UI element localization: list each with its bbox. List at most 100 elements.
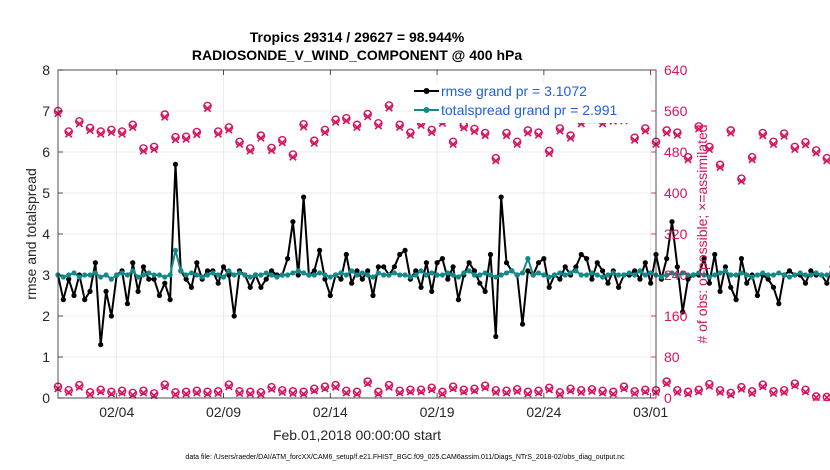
rmse-point <box>317 247 323 253</box>
obs-count-low-assimilated-marker <box>534 389 543 397</box>
totalspread-point <box>669 270 675 276</box>
obs-count-assimilated-marker <box>524 129 532 137</box>
totalspread-point <box>188 270 195 276</box>
obs-count-assimilated-marker <box>363 112 372 121</box>
obs-count-low-assimilated-marker <box>759 382 767 391</box>
rmse-point <box>92 260 98 266</box>
rmse-point <box>786 268 793 274</box>
totalspread-point <box>60 274 66 280</box>
y-axis-label-left: rmse and totalspread <box>23 168 39 300</box>
rmse-point <box>98 342 104 348</box>
x-tick-label: 02/09 <box>206 404 241 420</box>
totalspread-point <box>365 272 371 278</box>
rmse-point <box>263 276 269 282</box>
obs-count-low-assimilated-marker <box>64 388 73 397</box>
rmse-point <box>717 288 723 294</box>
obs-count-low-assimilated-marker <box>470 387 479 395</box>
totalspread-point <box>114 272 120 278</box>
rmse-point <box>664 256 670 262</box>
obs-count-low-possible-marker <box>587 384 597 394</box>
obs-count-assimilated-marker <box>321 128 329 137</box>
obs-count-assimilated-marker <box>801 141 810 149</box>
rmse-point <box>231 313 237 319</box>
totalspread-point <box>594 272 600 278</box>
obs-count-low-assimilated-marker <box>481 383 489 392</box>
obs-count-assimilated-marker <box>641 127 650 135</box>
obs-count-low-possible-marker <box>309 384 319 394</box>
obs-count-low-possible-marker <box>117 386 127 396</box>
rmse-point <box>637 276 643 282</box>
totalspread-point <box>776 270 782 276</box>
chart-title-line2: RADIOSONDE_V_WIND_COMPONENT @ 400 hPa <box>192 47 522 63</box>
rmse-point <box>183 276 189 282</box>
rmse-point <box>466 260 472 266</box>
totalspread-point <box>375 270 381 276</box>
x-tick-label: 02/24 <box>526 404 561 420</box>
rmse-point <box>140 264 147 270</box>
rmse-point <box>220 264 227 270</box>
totalspread-point <box>317 270 323 276</box>
obs-count-low-assimilated-marker <box>641 388 650 396</box>
obs-count-assimilated-marker <box>823 156 830 165</box>
y-tick-label-left: 5 <box>42 185 50 201</box>
obs-count-low-possible-marker <box>171 388 180 397</box>
totalspread-point <box>333 272 339 278</box>
totalspread-point <box>733 272 739 278</box>
obs-count-low-possible-marker <box>811 392 821 401</box>
legend: rmse grand pr = 3.1072 totalspread grand… <box>411 83 651 123</box>
obs-count-low-assimilated-marker <box>289 389 297 398</box>
obs-count-low-possible-marker <box>438 387 447 397</box>
totalspread-point <box>530 272 536 278</box>
y-tick-label-right: 0 <box>664 390 672 406</box>
totalspread-point <box>66 272 72 278</box>
rmse-point <box>493 333 499 340</box>
obs-count-low-possible-marker <box>566 384 575 394</box>
obs-count-low-assimilated-marker <box>235 389 244 398</box>
totalspread-point <box>626 270 632 276</box>
totalspread-point <box>445 270 451 276</box>
obs-count-assimilated-marker <box>385 104 393 112</box>
rmse-point <box>247 284 253 290</box>
obs-count-assimilated-marker <box>759 131 767 140</box>
rmse-point <box>701 256 707 262</box>
obs-count-low-assimilated-marker <box>342 389 351 397</box>
obs-count-low-possible-marker <box>245 387 255 397</box>
totalspread-point <box>386 272 392 278</box>
obs-count-low-possible-marker <box>320 382 330 392</box>
obs-count-low-possible-marker <box>406 385 415 395</box>
rmse-point <box>669 219 675 225</box>
obs-count-low-assimilated-marker <box>374 390 383 398</box>
totalspread-point <box>135 274 141 280</box>
totalspread-point <box>194 272 200 278</box>
totalspread-point <box>301 270 307 276</box>
rmse-point <box>765 276 771 282</box>
rmse-point <box>589 276 595 282</box>
rmse-point <box>808 268 814 274</box>
rmse-point <box>413 268 419 274</box>
obs-count-low-assimilated-marker <box>673 388 682 397</box>
totalspread-point <box>808 272 814 278</box>
obs-count-low-possible-marker <box>395 386 405 396</box>
y-tick-label-right: 480 <box>664 144 688 160</box>
totalspread-point <box>754 272 761 278</box>
totalspread-point <box>685 272 691 278</box>
totalspread-point <box>204 272 211 278</box>
obs-count-low-assimilated-marker <box>278 388 287 397</box>
rmse-point <box>338 276 344 282</box>
rmse-point <box>445 276 451 282</box>
obs-count-low-assimilated-marker <box>492 388 500 397</box>
obs-count-low-possible-marker <box>352 387 362 397</box>
totalspread-point <box>391 270 397 276</box>
obs-count-low-assimilated-marker <box>662 379 671 388</box>
totalspread-point <box>824 272 830 278</box>
obs-count-low-assimilated-marker <box>449 385 457 393</box>
rmse-point <box>87 288 93 294</box>
totalspread-point <box>108 276 114 282</box>
obs-count-assimilated-marker <box>705 145 714 154</box>
y-tick-label-right: 400 <box>664 185 688 201</box>
obs-count-assimilated-marker <box>128 123 137 132</box>
totalspread-point <box>674 272 680 278</box>
rmse-point <box>471 268 478 274</box>
obs-count-assimilated-marker <box>566 134 575 142</box>
totalspread-point <box>354 272 360 278</box>
